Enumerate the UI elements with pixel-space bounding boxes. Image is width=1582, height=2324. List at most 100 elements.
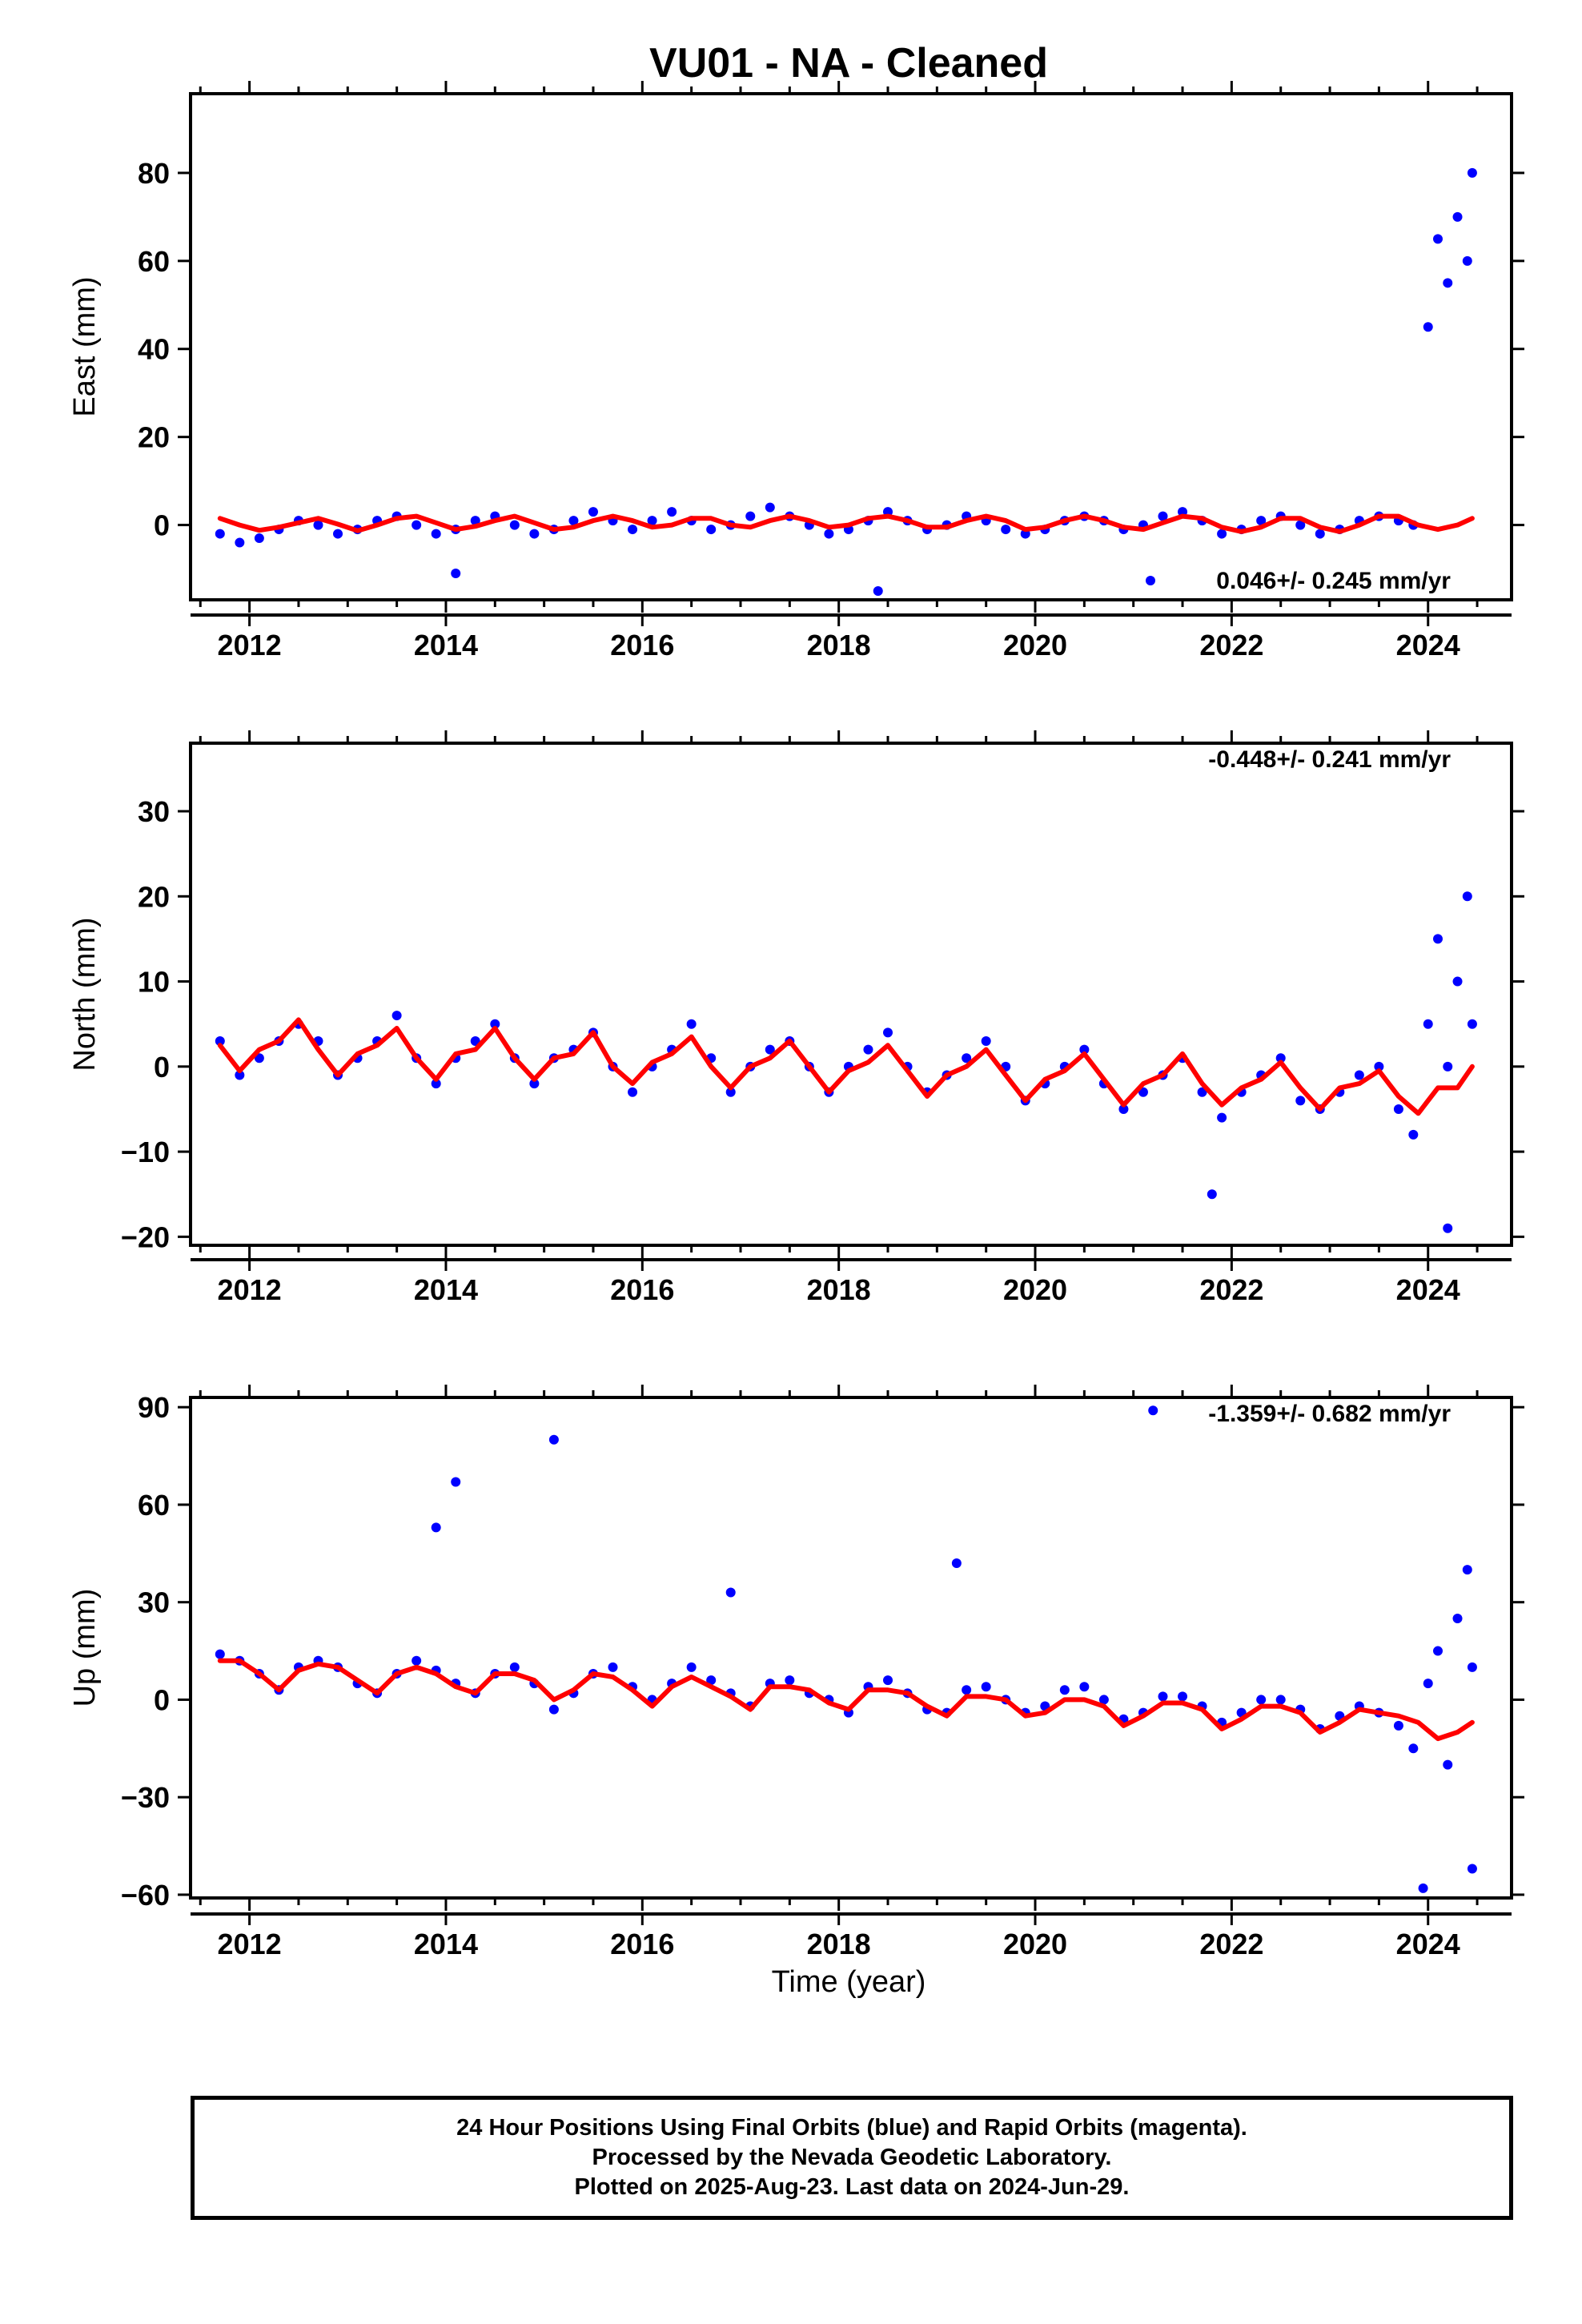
data-point [431, 1079, 441, 1089]
data-point [1432, 234, 1443, 244]
x-tick-label: 2018 [807, 1273, 871, 1306]
data-point [725, 1087, 736, 1097]
data-point [470, 1035, 480, 1046]
data-point [1443, 1061, 1453, 1072]
model-curve [217, 513, 1475, 534]
data-point [1001, 525, 1011, 535]
data-point [1462, 891, 1472, 902]
data-point [706, 525, 717, 535]
data-point [1443, 278, 1453, 288]
data-point [1079, 1682, 1090, 1692]
data-point [313, 520, 323, 530]
y-tick-label: 20 [138, 421, 170, 454]
data-point [1462, 1565, 1472, 1575]
data-point [1452, 1613, 1463, 1623]
data-point [1098, 1695, 1109, 1705]
y-tick-label: 30 [138, 1586, 170, 1619]
data-point [647, 516, 657, 526]
data-point [981, 1035, 991, 1046]
y-tick-label: −60 [121, 1879, 170, 1912]
data-point [686, 1019, 697, 1029]
y-tick-label: 60 [138, 1489, 170, 1522]
data-point [628, 1087, 638, 1097]
data-point [1408, 1129, 1419, 1140]
x-tick-label: 2022 [1199, 629, 1263, 661]
data-point [667, 507, 677, 517]
data-point [1408, 1743, 1419, 1754]
data-point [451, 1477, 461, 1487]
y-tick-label: 60 [138, 245, 170, 278]
data-point [1148, 1405, 1158, 1416]
data-point [883, 1675, 893, 1686]
up-panel: 2012 2014 2016 2018 2020 2022 2024 −60 −30 0 30 60 9… [68, 1385, 1524, 1960]
x-tick-label: 2020 [1003, 1928, 1067, 1960]
x-tick-label: 2024 [1396, 629, 1460, 661]
data-point [824, 529, 834, 539]
y-tick-label: −20 [121, 1220, 170, 1253]
x-tick-label: 2016 [610, 1273, 674, 1306]
chart-title: VU01 - NA - Cleaned [649, 40, 1048, 86]
data-point [1467, 1864, 1477, 1874]
y-axis-label: East (mm) [68, 276, 102, 416]
data-point [1452, 976, 1463, 987]
data-point [873, 586, 883, 597]
footer-info-box: 24 Hour Positions Using Final Orbits (bl… [191, 2096, 1513, 2220]
footer-line-2: Processed by the Nevada Geodetic Laborat… [592, 2145, 1112, 2170]
footer-line-1: 24 Hour Positions Using Final Orbits (bl… [456, 2115, 1247, 2141]
x-tick-label: 2012 [218, 1273, 282, 1306]
data-point [490, 1019, 500, 1029]
data-point [1059, 1685, 1070, 1695]
y-tick-label: 20 [138, 880, 170, 913]
data-point [451, 569, 461, 579]
data-point [1256, 1695, 1267, 1705]
data-point [1423, 1019, 1433, 1029]
y-tick-label: 0 [154, 1051, 170, 1084]
data-point [725, 1587, 736, 1598]
data-point [765, 502, 775, 513]
plot-frame [189, 92, 1513, 601]
y-tick-label: 40 [138, 333, 170, 366]
data-point [1354, 1070, 1364, 1080]
data-point [1217, 1112, 1227, 1123]
data-point [1423, 1679, 1433, 1689]
data-point [951, 1558, 962, 1568]
y-tick-label: −10 [121, 1136, 170, 1168]
data-point [686, 1662, 697, 1672]
data-point [1295, 1096, 1306, 1106]
data-point [1295, 520, 1306, 530]
x-tick-label: 2014 [414, 629, 478, 661]
data-point [1315, 529, 1325, 539]
data-point [470, 516, 480, 526]
y-tick-label: 0 [154, 1683, 170, 1716]
data-point [1443, 1223, 1453, 1233]
data-point [1118, 1104, 1129, 1114]
x-tick-label: 2014 [414, 1928, 478, 1960]
data-point [1432, 1646, 1443, 1656]
data-point [1443, 1759, 1453, 1770]
y-axis-label: Up (mm) [68, 1589, 102, 1707]
data-point [412, 1655, 422, 1666]
data-point [1393, 1104, 1403, 1114]
x-tick-label: 2016 [610, 1928, 674, 1960]
data-point [1158, 1691, 1168, 1702]
data-point [1275, 1695, 1286, 1705]
x-tick-label: 2022 [1199, 1273, 1263, 1306]
data-point [548, 1704, 559, 1715]
y-tick-label: 80 [138, 157, 170, 190]
data-point [1452, 211, 1463, 222]
data-point [529, 529, 540, 539]
x-tick-label: 2018 [807, 1928, 871, 1960]
x-tick-label: 2016 [610, 629, 674, 661]
y-tick-label: 0 [154, 509, 170, 542]
model-curve [217, 1658, 1475, 1742]
data-point [215, 529, 225, 539]
data-point [962, 1685, 972, 1695]
x-axis-label: Time (year) [772, 1965, 926, 1999]
data-point [1462, 255, 1472, 266]
data-point [1393, 1720, 1403, 1731]
data-point [412, 520, 422, 530]
data-point [628, 525, 638, 535]
data-point [391, 1011, 402, 1021]
data-point [235, 1070, 245, 1080]
